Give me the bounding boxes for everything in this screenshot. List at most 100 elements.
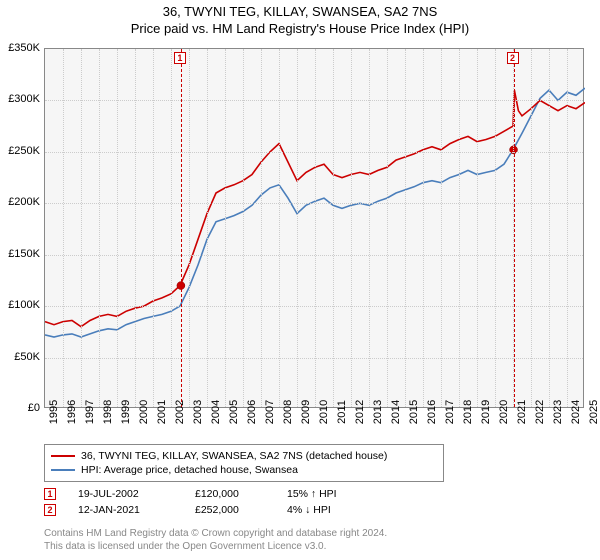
table-row: 2 12-JAN-2021 £252,000 4% ↓ HPI — [44, 502, 377, 518]
x-axis-label: 2017 — [444, 400, 456, 424]
gridline — [495, 49, 496, 407]
x-axis-label: 2009 — [300, 400, 312, 424]
sale-marker-line — [181, 49, 182, 407]
x-axis-label: 2005 — [228, 400, 240, 424]
gridline — [189, 49, 190, 407]
x-axis-label: 2000 — [138, 400, 150, 424]
gridline — [117, 49, 118, 407]
x-axis-label: 2007 — [264, 400, 276, 424]
gridline — [405, 49, 406, 407]
x-axis-label: 2021 — [516, 400, 528, 424]
gridline — [279, 49, 280, 407]
x-axis-label: 2010 — [318, 400, 330, 424]
y-axis-label: £0 — [0, 402, 40, 414]
gridline — [549, 49, 550, 407]
gridline — [63, 49, 64, 407]
transaction-price: £252,000 — [195, 504, 265, 516]
footer-attribution: Contains HM Land Registry data © Crown c… — [44, 528, 387, 553]
gridline — [459, 49, 460, 407]
y-axis-label: £300K — [0, 93, 40, 105]
x-axis-label: 2002 — [174, 400, 186, 424]
gridline — [531, 49, 532, 407]
y-axis-label: £200K — [0, 196, 40, 208]
chart-subtitle: Price paid vs. HM Land Registry's House … — [0, 21, 600, 36]
x-axis-label: 2014 — [390, 400, 402, 424]
gridline — [423, 49, 424, 407]
transaction-marker-icon: 2 — [44, 504, 56, 516]
legend-label: HPI: Average price, detached house, Swan… — [81, 464, 298, 476]
y-axis-label: £100K — [0, 299, 40, 311]
table-row: 1 19-JUL-2002 £120,000 15% ↑ HPI — [44, 486, 377, 502]
legend-swatch — [51, 469, 75, 471]
gridline — [225, 49, 226, 407]
gridline — [99, 49, 100, 407]
sale-marker-box: 2 — [507, 52, 519, 64]
gridline — [45, 255, 583, 256]
x-axis-label: 1997 — [84, 400, 96, 424]
x-axis-label: 2015 — [408, 400, 420, 424]
footer-line: Contains HM Land Registry data © Crown c… — [44, 528, 387, 541]
sale-marker-line — [514, 49, 515, 407]
y-axis-label: £350K — [0, 42, 40, 54]
x-axis-label: 1998 — [102, 400, 114, 424]
x-axis-label: 2024 — [570, 400, 582, 424]
y-axis-label: £50K — [0, 351, 40, 363]
x-axis-label: 2006 — [246, 400, 258, 424]
gridline — [81, 49, 82, 407]
gridline — [45, 152, 583, 153]
gridline — [477, 49, 478, 407]
title-block: 36, TWYNI TEG, KILLAY, SWANSEA, SA2 7NS … — [0, 0, 600, 36]
x-axis-label: 2004 — [210, 400, 222, 424]
footer-line: This data is licensed under the Open Gov… — [44, 541, 387, 554]
y-axis-label: £150K — [0, 248, 40, 260]
gridline — [333, 49, 334, 407]
gridline — [153, 49, 154, 407]
gridline — [243, 49, 244, 407]
gridline — [45, 100, 583, 101]
transaction-delta: 4% ↓ HPI — [287, 504, 377, 516]
gridline — [45, 358, 583, 359]
gridline — [171, 49, 172, 407]
transaction-table: 1 19-JUL-2002 £120,000 15% ↑ HPI 2 12-JA… — [44, 486, 377, 518]
legend-row: HPI: Average price, detached house, Swan… — [51, 463, 437, 477]
x-axis-label: 2016 — [426, 400, 438, 424]
x-axis-label: 2025 — [588, 400, 600, 424]
x-axis-label: 1996 — [66, 400, 78, 424]
gridline — [351, 49, 352, 407]
x-axis-label: 2011 — [336, 400, 348, 424]
x-axis-label: 2013 — [372, 400, 384, 424]
x-axis-label: 1999 — [120, 400, 132, 424]
transaction-delta: 15% ↑ HPI — [287, 488, 377, 500]
gridline — [315, 49, 316, 407]
x-axis-label: 2022 — [534, 400, 546, 424]
legend-swatch — [51, 455, 75, 457]
gridline — [441, 49, 442, 407]
gridline — [45, 306, 583, 307]
chart-container: 36, TWYNI TEG, KILLAY, SWANSEA, SA2 7NS … — [0, 0, 600, 560]
x-axis-label: 2023 — [552, 400, 564, 424]
transaction-date: 12-JAN-2021 — [78, 504, 173, 516]
sale-marker-box: 1 — [174, 52, 186, 64]
chart-title: 36, TWYNI TEG, KILLAY, SWANSEA, SA2 7NS — [0, 4, 600, 19]
gridline — [207, 49, 208, 407]
legend-row: 36, TWYNI TEG, KILLAY, SWANSEA, SA2 7NS … — [51, 449, 437, 463]
gridline — [387, 49, 388, 407]
gridline — [369, 49, 370, 407]
x-axis-label: 2020 — [498, 400, 510, 424]
x-axis-label: 2019 — [480, 400, 492, 424]
x-axis-label: 2018 — [462, 400, 474, 424]
x-axis-label: 1995 — [48, 400, 60, 424]
legend-label: 36, TWYNI TEG, KILLAY, SWANSEA, SA2 7NS … — [81, 450, 387, 462]
x-axis-label: 2001 — [156, 400, 168, 424]
transaction-marker-icon: 1 — [44, 488, 56, 500]
transaction-price: £120,000 — [195, 488, 265, 500]
plot-area — [44, 48, 584, 408]
gridline — [567, 49, 568, 407]
gridline — [261, 49, 262, 407]
legend: 36, TWYNI TEG, KILLAY, SWANSEA, SA2 7NS … — [44, 444, 444, 482]
x-axis-label: 2012 — [354, 400, 366, 424]
gridline — [135, 49, 136, 407]
transaction-date: 19-JUL-2002 — [78, 488, 173, 500]
gridline — [297, 49, 298, 407]
y-axis-label: £250K — [0, 145, 40, 157]
